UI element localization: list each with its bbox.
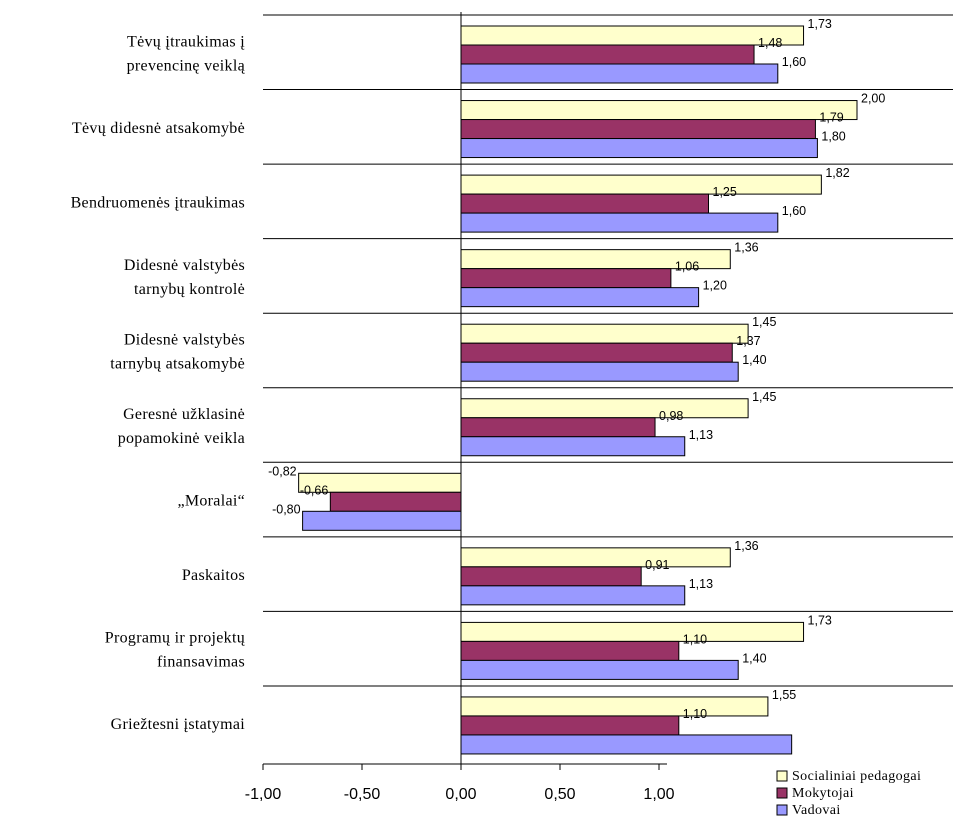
bar-vadovai: [460, 287, 700, 308]
data-label: 1,36: [734, 539, 758, 553]
bar-socialiniai-pedagogai: [460, 174, 822, 195]
data-label: 1,06: [675, 260, 699, 274]
category-label: Didesnė valstybės tarnybų atsakomybė: [110, 331, 245, 372]
category-label: Programų ir projektų finansavimas: [105, 630, 246, 671]
legend-label: Vadovai: [792, 803, 841, 818]
data-label: 1,80: [821, 130, 845, 144]
bar-socialiniai-pedagogai: [460, 696, 769, 717]
legend-swatch: [776, 770, 788, 782]
data-label: 1,10: [683, 632, 707, 646]
data-label: 1,36: [734, 241, 758, 255]
axes: -1,00 -0,50 0,00 0,50 1,00: [245, 12, 675, 803]
bar-socialiniai-pedagogai: [460, 100, 858, 121]
data-label: 1,73: [808, 17, 832, 31]
data-label: 1,60: [782, 55, 806, 69]
data-label: 1,25: [713, 185, 737, 199]
data-label: -0,66: [300, 483, 329, 497]
data-label: 1,60: [782, 204, 806, 218]
legend-swatch: [776, 787, 788, 799]
bar-socialiniai-pedagogai: [460, 398, 749, 419]
bar-mokytojai: [460, 44, 755, 65]
data-label: 1,37: [736, 334, 760, 348]
data-label: 1,20: [703, 279, 727, 293]
x-tick-label: 0,50: [544, 786, 575, 803]
category-label: Didesnė valstybės tarnybų kontrolė: [124, 257, 245, 298]
data-label: 1,55: [772, 688, 796, 702]
bar-mokytojai: [460, 640, 680, 661]
category-label: Griežtesni įstatymai: [111, 716, 246, 733]
bar-vadovai: [460, 138, 818, 159]
data-label: 1,48: [758, 36, 782, 50]
bar-mokytojai: [460, 268, 672, 289]
bar-mokytojai: [460, 119, 816, 140]
value-labels: 1,731,481,602,001,791,801,821,251,601,36…: [268, 17, 885, 721]
data-label: 0,91: [645, 558, 669, 572]
bar-mokytojai: [460, 715, 680, 736]
data-label: 0,98: [659, 409, 683, 423]
bar-socialiniai-pedagogai: [460, 547, 731, 568]
bar-mokytojai: [460, 193, 709, 214]
data-label: 1,73: [808, 613, 832, 627]
bar-mokytojai: [460, 566, 642, 587]
x-tick-label: -1,00: [245, 786, 282, 803]
bar-mokytojai: [460, 342, 733, 363]
data-label: 2,00: [861, 92, 885, 106]
category-separators: [263, 14, 953, 687]
bar-vadovai: [460, 585, 686, 606]
x-tick-label: 1,00: [643, 786, 674, 803]
bar-vadovai: [460, 63, 779, 84]
data-label: -0,82: [268, 464, 297, 478]
data-label: 1,40: [742, 651, 766, 665]
category-label: Bendruomenės įtraukimas: [71, 194, 245, 211]
bars: [298, 25, 858, 755]
legend-swatch: [776, 804, 788, 816]
bar-mokytojai: [329, 491, 462, 512]
data-label: 1,13: [689, 428, 713, 442]
bar-vadovai: [460, 361, 739, 382]
category-label: Geresnė užklasinė popamokinė veikla: [118, 406, 245, 447]
bar-vadovai: [460, 436, 686, 457]
x-tick-label: 0,00: [445, 786, 476, 803]
bar-mokytojai: [460, 417, 656, 438]
data-label: 1,82: [825, 166, 849, 180]
bar-vadovai: [460, 659, 739, 680]
data-label: 1,10: [683, 707, 707, 721]
category-labels: Tėvų įtraukimas į prevencinę veiklą Tėvų d…: [71, 33, 246, 733]
bar-vadovai: [460, 734, 793, 755]
legend: Socialiniai pedagogai Mokytojai Vadovai: [776, 769, 921, 818]
x-tick-label: -0,50: [344, 786, 381, 803]
category-label: Tėvų didesnė atsakomybė: [72, 120, 245, 137]
data-label: 1,13: [689, 577, 713, 591]
data-label: -0,80: [272, 502, 301, 516]
data-label: 1,40: [742, 353, 766, 367]
bar-socialiniai-pedagogai: [460, 25, 805, 46]
bar-vadovai: [302, 510, 462, 531]
data-label: 1,45: [752, 315, 776, 329]
legend-label: Mokytojai: [792, 786, 854, 801]
bar-socialiniai-pedagogai: [460, 323, 749, 344]
data-label: 1,45: [752, 390, 776, 404]
bar-socialiniai-pedagogai: [460, 621, 805, 642]
category-label: Paskaitos: [182, 567, 245, 584]
bar-vadovai: [460, 212, 779, 233]
category-label: Tėvų įtraukimas į prevencinę veiklą: [127, 33, 246, 74]
category-label: „Moralai“: [177, 493, 245, 510]
legend-label: Socialiniai pedagogai: [792, 769, 921, 784]
data-label: 1,79: [819, 111, 843, 125]
